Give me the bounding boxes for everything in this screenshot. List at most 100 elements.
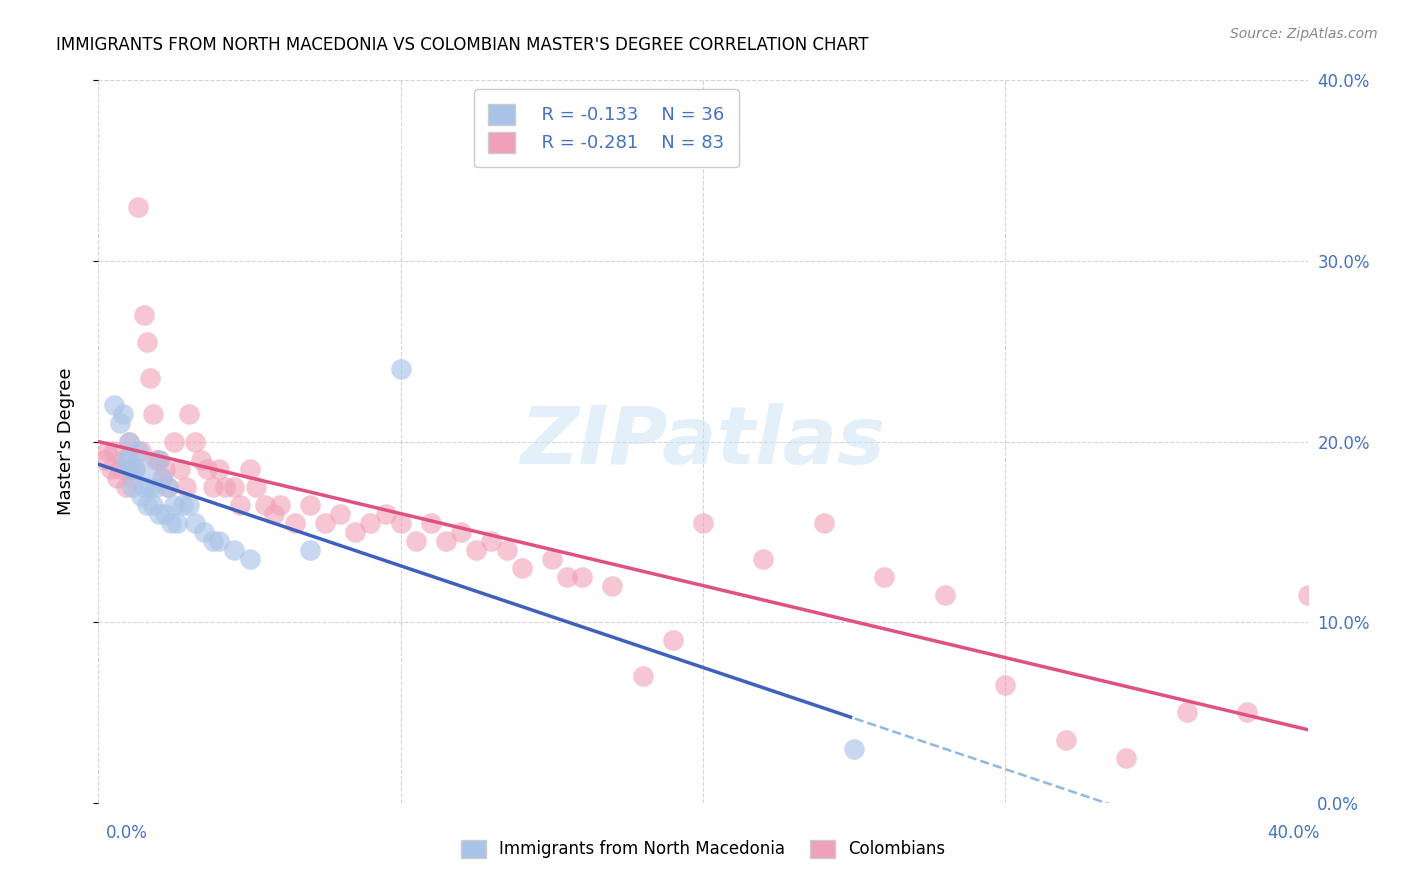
Point <box>139 480 162 494</box>
Point <box>239 461 262 475</box>
Point <box>481 533 503 548</box>
Point <box>179 498 201 512</box>
Point <box>118 434 141 449</box>
Point <box>873 570 896 584</box>
Point <box>229 498 252 512</box>
Point <box>135 498 157 512</box>
Text: Source: ZipAtlas.com: Source: ZipAtlas.com <box>1230 27 1378 41</box>
Point <box>118 461 141 475</box>
Point <box>139 371 162 385</box>
Point <box>148 452 170 467</box>
Point <box>114 452 136 467</box>
Point <box>208 461 231 475</box>
Point <box>96 443 118 458</box>
Point <box>118 461 141 475</box>
Point <box>434 533 457 548</box>
Point <box>510 561 533 575</box>
Point <box>224 542 246 557</box>
Point <box>555 570 578 584</box>
Point <box>163 498 186 512</box>
Point <box>389 362 412 376</box>
Point <box>105 471 128 485</box>
Point <box>214 480 236 494</box>
Point <box>269 498 291 512</box>
Point <box>495 542 517 557</box>
Point <box>253 498 276 512</box>
Point <box>190 452 212 467</box>
Point <box>111 452 134 467</box>
Point <box>329 507 352 521</box>
Point <box>118 452 141 467</box>
Point <box>132 308 155 322</box>
Point <box>540 552 562 566</box>
Point <box>202 480 225 494</box>
Point <box>239 552 262 566</box>
Point <box>405 533 427 548</box>
Point <box>129 443 152 458</box>
Point <box>132 480 155 494</box>
Point <box>121 480 143 494</box>
Point <box>148 452 170 467</box>
Point <box>661 633 683 648</box>
Point <box>145 480 167 494</box>
Point <box>118 434 141 449</box>
Point <box>184 516 207 530</box>
Point <box>114 480 136 494</box>
Point <box>994 678 1017 692</box>
Point <box>389 516 412 530</box>
Point <box>135 335 157 350</box>
Text: IMMIGRANTS FROM NORTH MACEDONIA VS COLOMBIAN MASTER'S DEGREE CORRELATION CHART: IMMIGRANTS FROM NORTH MACEDONIA VS COLOM… <box>56 36 869 54</box>
Point <box>142 408 165 422</box>
Point <box>103 398 125 412</box>
Point <box>108 461 131 475</box>
Point <box>263 507 285 521</box>
Point <box>1054 732 1077 747</box>
Point <box>1115 750 1137 764</box>
Point <box>450 524 472 539</box>
Point <box>179 408 201 422</box>
Point <box>314 516 336 530</box>
Point <box>602 579 624 593</box>
Point <box>111 408 134 422</box>
Point <box>108 417 131 431</box>
Point <box>127 200 149 214</box>
Point <box>752 552 775 566</box>
Point <box>202 533 225 548</box>
Point <box>124 461 146 475</box>
Text: ZIPatlas: ZIPatlas <box>520 402 886 481</box>
Point <box>145 452 167 467</box>
Point <box>360 516 382 530</box>
Point <box>1296 588 1319 602</box>
Point <box>631 669 654 683</box>
Point <box>148 507 170 521</box>
Point <box>156 480 179 494</box>
Point <box>169 461 191 475</box>
Point <box>344 524 367 539</box>
Legend: Immigrants from North Macedonia, Colombians: Immigrants from North Macedonia, Colombi… <box>453 831 953 867</box>
Point <box>163 434 186 449</box>
Point <box>208 533 231 548</box>
Point <box>284 516 307 530</box>
Point <box>374 507 396 521</box>
Point <box>166 516 188 530</box>
Point <box>1236 706 1258 720</box>
Text: 0.0%: 0.0% <box>105 824 148 842</box>
Point <box>692 516 714 530</box>
Point <box>103 443 125 458</box>
Point <box>934 588 956 602</box>
Point <box>129 489 152 503</box>
Point <box>420 516 443 530</box>
Point <box>132 461 155 475</box>
Point <box>195 461 218 475</box>
Point <box>174 480 197 494</box>
Point <box>172 498 194 512</box>
Text: 40.0%: 40.0% <box>1267 824 1320 842</box>
Point <box>100 461 122 475</box>
Point <box>160 516 183 530</box>
Point <box>184 434 207 449</box>
Point <box>813 516 835 530</box>
Point <box>121 471 143 485</box>
Point <box>844 741 866 756</box>
Point <box>142 498 165 512</box>
Point <box>93 452 115 467</box>
